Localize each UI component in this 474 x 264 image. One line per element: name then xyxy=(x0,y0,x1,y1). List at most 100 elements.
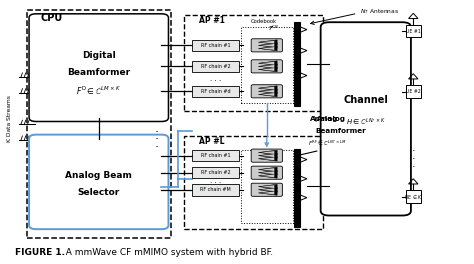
Polygon shape xyxy=(258,187,277,192)
Polygon shape xyxy=(258,191,277,195)
Polygon shape xyxy=(261,175,274,177)
FancyBboxPatch shape xyxy=(251,183,283,196)
Bar xyxy=(192,86,239,97)
Text: RF chain #2: RF chain #2 xyxy=(201,170,230,175)
Bar xyxy=(192,184,239,196)
Text: FIGURE 1.: FIGURE 1. xyxy=(15,248,65,257)
Bar xyxy=(294,22,301,106)
Bar xyxy=(406,25,421,37)
Text: CPU: CPU xyxy=(41,13,63,23)
Bar xyxy=(294,149,301,227)
Text: . . .: . . . xyxy=(210,178,221,184)
Polygon shape xyxy=(261,157,274,160)
Text: ·
·
·: · · · xyxy=(296,81,298,101)
Polygon shape xyxy=(258,157,277,161)
Polygon shape xyxy=(261,65,274,68)
Polygon shape xyxy=(258,43,277,48)
Text: RF chain #2: RF chain #2 xyxy=(201,64,230,69)
Text: . . .: . . . xyxy=(210,77,221,82)
Bar xyxy=(192,167,239,178)
Text: $N_T$ Antennas: $N_T$ Antennas xyxy=(360,7,399,16)
Text: .: . xyxy=(155,121,159,135)
Bar xyxy=(241,150,293,223)
Text: AP #L: AP #L xyxy=(199,137,225,146)
Text: ·
·
·: · · · xyxy=(296,202,298,222)
Text: Digital: Digital xyxy=(82,51,115,60)
Polygon shape xyxy=(258,64,277,69)
Text: $\mathcal{F}^{CB}$: $\mathcal{F}^{CB}$ xyxy=(268,24,280,34)
Polygon shape xyxy=(261,188,274,191)
Polygon shape xyxy=(261,168,274,171)
Polygon shape xyxy=(261,62,274,65)
Polygon shape xyxy=(261,154,274,157)
Bar xyxy=(192,40,239,51)
Text: Channel: Channel xyxy=(343,96,388,106)
Polygon shape xyxy=(258,167,277,172)
Text: $F^{\mathrm{D}} \in \mathbb{C}^{LM\times K}$: $F^{\mathrm{D}} \in \mathbb{C}^{LM\times… xyxy=(76,85,121,97)
Text: \Analog: \Analog xyxy=(314,116,345,122)
Bar xyxy=(27,10,171,238)
Text: Analog Beam: Analog Beam xyxy=(65,171,132,180)
FancyBboxPatch shape xyxy=(251,60,283,73)
Text: UE #1: UE #1 xyxy=(406,29,421,34)
Text: AP #1: AP #1 xyxy=(199,16,225,25)
Text: RF chain #1: RF chain #1 xyxy=(201,43,230,48)
Text: .: . xyxy=(411,151,415,161)
Polygon shape xyxy=(261,44,274,47)
Polygon shape xyxy=(258,46,277,51)
Polygon shape xyxy=(261,171,274,174)
Text: RF chain #d: RF chain #d xyxy=(201,89,230,94)
Polygon shape xyxy=(261,151,274,154)
Bar xyxy=(406,190,421,203)
Text: .: . xyxy=(411,143,415,153)
Text: .: . xyxy=(155,137,159,150)
FancyBboxPatch shape xyxy=(251,85,283,98)
Polygon shape xyxy=(261,185,274,188)
Text: .: . xyxy=(411,158,415,168)
Polygon shape xyxy=(258,40,277,45)
Text: RF chain #1: RF chain #1 xyxy=(201,153,230,158)
Polygon shape xyxy=(258,92,277,97)
Polygon shape xyxy=(258,184,277,189)
Bar xyxy=(241,27,293,103)
Polygon shape xyxy=(258,170,277,175)
Text: RF chain #M: RF chain #M xyxy=(201,187,231,192)
FancyBboxPatch shape xyxy=(251,166,283,179)
Text: .: . xyxy=(155,129,159,143)
Polygon shape xyxy=(261,47,274,50)
Polygon shape xyxy=(258,61,277,65)
Polygon shape xyxy=(258,67,277,72)
Bar xyxy=(192,60,239,72)
Polygon shape xyxy=(258,89,277,94)
Text: Beamformer: Beamformer xyxy=(67,68,130,77)
Polygon shape xyxy=(261,68,274,71)
FancyBboxPatch shape xyxy=(29,14,168,121)
Text: UE #2: UE #2 xyxy=(406,89,421,94)
Bar xyxy=(184,136,323,229)
FancyBboxPatch shape xyxy=(320,22,411,215)
Bar xyxy=(184,15,323,111)
Text: K Data Streams: K Data Streams xyxy=(7,95,12,142)
Text: UE $\in K$: UE $\in K$ xyxy=(404,193,423,201)
FancyBboxPatch shape xyxy=(251,39,283,52)
Polygon shape xyxy=(261,191,274,194)
Polygon shape xyxy=(258,86,277,91)
Polygon shape xyxy=(258,173,277,178)
Text: A mmWave CF mMIMO system with hybrid BF.: A mmWave CF mMIMO system with hybrid BF. xyxy=(60,248,273,257)
Text: Selector: Selector xyxy=(77,188,119,197)
FancyBboxPatch shape xyxy=(251,149,283,162)
Polygon shape xyxy=(261,90,274,93)
FancyBboxPatch shape xyxy=(29,135,168,229)
Text: Codebook: Codebook xyxy=(251,19,277,24)
Polygon shape xyxy=(261,41,274,44)
Polygon shape xyxy=(261,93,274,96)
Text: $F^{\mathrm{RF}}\in\mathbb{C}^{LN_T\times LM}$: $F^{\mathrm{RF}}\in\mathbb{C}^{LN_T\time… xyxy=(308,139,346,148)
Polygon shape xyxy=(258,150,277,155)
Polygon shape xyxy=(261,87,274,89)
Bar xyxy=(192,150,239,161)
Text: Analog: Analog xyxy=(310,116,338,122)
Bar xyxy=(406,85,421,98)
Polygon shape xyxy=(258,153,277,158)
Text: Beamformer: Beamformer xyxy=(315,128,366,134)
Text: $H\in\mathbb{C}^{LN_T\times K}$: $H\in\mathbb{C}^{LN_T\times K}$ xyxy=(346,117,385,129)
